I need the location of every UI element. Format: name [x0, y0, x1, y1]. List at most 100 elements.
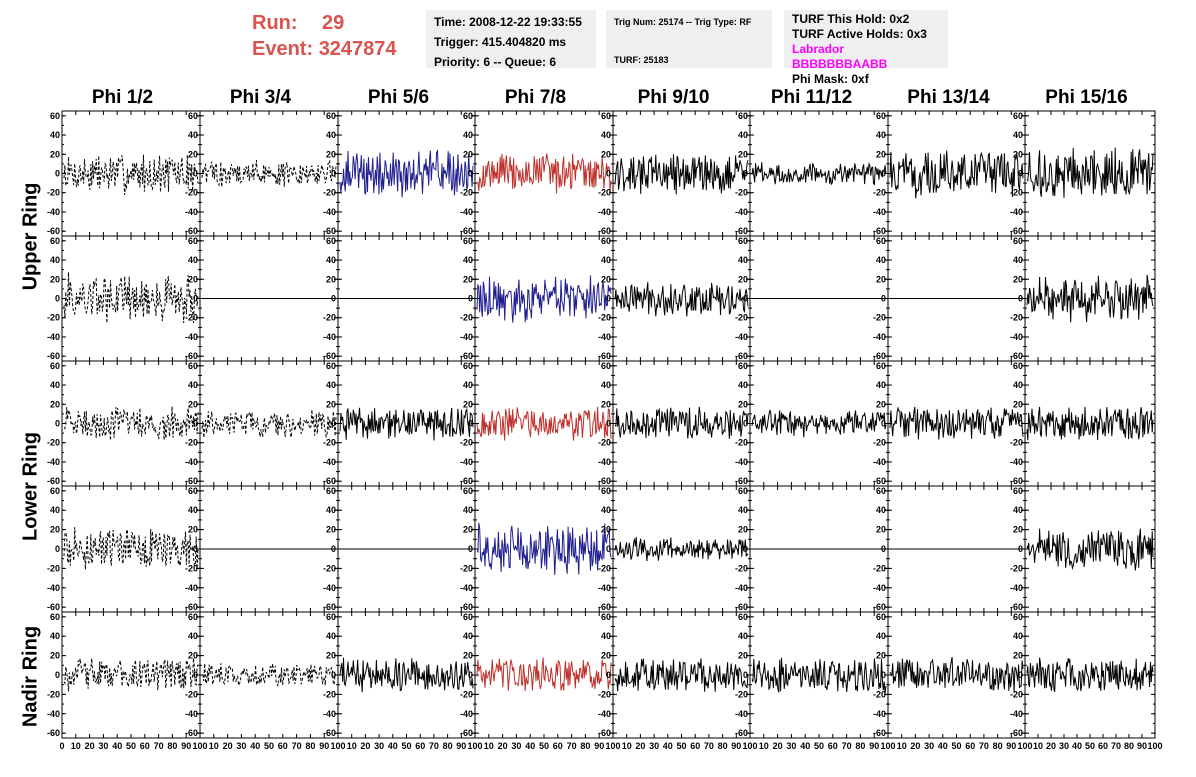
y-tick-label: 0 [55, 419, 60, 429]
x-tick-label: 50 [676, 741, 686, 751]
waveform-panel: -60 -40 -20 0 20 40 60 [460, 360, 614, 487]
waveform-trace [476, 275, 612, 323]
x-tick-label: 60 [553, 741, 563, 751]
y-tick-label: 20 [876, 651, 886, 661]
column-header: Phi 13/14 [907, 87, 990, 108]
x-tick-label: 90 [1006, 741, 1016, 751]
x-tick-label: 80 [443, 741, 453, 751]
y-tick-label: 20 [1013, 274, 1023, 284]
y-tick-label: 60 [1013, 236, 1023, 246]
y-tick-label: -20 [735, 438, 748, 448]
x-tick-label: 30 [1059, 741, 1069, 751]
waveform-trace [63, 527, 199, 570]
y-tick-label: 20 [463, 274, 473, 284]
y-tick-label: 60 [876, 236, 886, 246]
x-tick-label: 100 [880, 741, 895, 751]
waveform-trace [476, 657, 612, 691]
y-tick-label: -40 [323, 332, 336, 342]
y-tick-label: 20 [1013, 149, 1023, 159]
x-tick-label: 50 [1085, 741, 1095, 751]
y-tick-label: -20 [460, 438, 473, 448]
y-tick-label: -60 [47, 728, 60, 738]
run-value: 29 [322, 12, 345, 34]
waveform-trace [751, 161, 887, 186]
y-tick-label: 40 [188, 505, 198, 515]
y-tick-label: 60 [463, 486, 473, 496]
x-tick-label: 70 [1111, 741, 1121, 751]
y-tick-label: 60 [1013, 361, 1023, 371]
y-tick-label: 40 [188, 380, 198, 390]
y-tick-label: 0 [881, 670, 886, 680]
y-tick-label: 20 [601, 274, 611, 284]
y-tick-label: 0 [331, 670, 336, 680]
y-tick-label: 20 [50, 399, 60, 409]
y-tick-label: 60 [326, 236, 336, 246]
y-tick-label: 20 [1013, 399, 1023, 409]
y-tick-label: 40 [601, 255, 611, 265]
x-tick-label: 20 [498, 741, 508, 751]
waveform-panel: -60 -40 -20 0 20 40 60 [1010, 110, 1156, 237]
x-tick-label: 50 [814, 741, 824, 751]
y-tick-label: 0 [881, 544, 886, 554]
x-tick-label: 100 [1147, 741, 1162, 751]
y-tick-label: -40 [1010, 457, 1023, 467]
x-tick-label: 50 [126, 741, 136, 751]
y-tick-label: 40 [326, 130, 336, 140]
y-tick-label: 60 [326, 111, 336, 121]
waveform-trace [1026, 274, 1154, 323]
y-tick-label: -40 [460, 457, 473, 467]
y-tick-label: -20 [323, 313, 336, 323]
y-tick-label: 0 [468, 169, 473, 179]
y-tick-label: -60 [598, 602, 611, 612]
y-tick-label: 40 [463, 631, 473, 641]
y-tick-label: -20 [185, 689, 198, 699]
y-tick-label: -60 [873, 476, 886, 486]
x-tick-label: 20 [1046, 741, 1056, 751]
x-tick-label: 60 [278, 741, 288, 751]
y-tick-label: 0 [55, 169, 60, 179]
y-tick-label: -60 [598, 351, 611, 361]
y-tick-label: -60 [873, 226, 886, 236]
waveform-trace [476, 522, 612, 575]
y-tick-label: -40 [735, 583, 748, 593]
y-tick-label: 20 [1013, 651, 1023, 661]
y-tick-label: 40 [601, 130, 611, 140]
y-tick-label: 0 [55, 294, 60, 304]
x-tick-label: 70 [842, 741, 852, 751]
waveform-trace [889, 150, 1024, 199]
y-tick-label: -40 [873, 583, 886, 593]
y-tick-label: 40 [1013, 631, 1023, 641]
y-tick-label: -20 [185, 188, 198, 198]
y-tick-label: -60 [598, 728, 611, 738]
y-tick-label: -20 [735, 313, 748, 323]
y-tick-label: -20 [1010, 313, 1023, 323]
waveform-panel: -60 -40 -20 0 20 40 60 [735, 110, 889, 237]
y-tick-label: -40 [323, 709, 336, 719]
y-tick-label: 0 [743, 169, 748, 179]
waveform-panel: -60 -40 -20 0 20 40 60 [185, 235, 339, 362]
y-tick-label: -60 [460, 476, 473, 486]
x-tick-label: 60 [828, 741, 838, 751]
y-tick-label: 40 [738, 380, 748, 390]
trigger-text: Trigger: 415.404820 ms [434, 35, 567, 49]
y-tick-label: 20 [738, 274, 748, 284]
y-tick-label: 60 [463, 612, 473, 622]
y-tick-label: 20 [601, 149, 611, 159]
y-tick-label: 60 [1013, 111, 1023, 121]
y-tick-label: 0 [1018, 670, 1023, 680]
y-tick-label: -60 [873, 602, 886, 612]
x-tick-label: 80 [993, 741, 1003, 751]
y-tick-label: -20 [460, 689, 473, 699]
y-tick-label: 60 [50, 111, 60, 121]
y-tick-label: -60 [460, 226, 473, 236]
x-tick-label: 80 [580, 741, 590, 751]
y-tick-label: 20 [188, 149, 198, 159]
y-tick-label: -60 [47, 226, 60, 236]
y-tick-label: 40 [463, 255, 473, 265]
y-tick-label: 20 [50, 525, 60, 535]
waveform-panel: -60 -40 -20 0 20 40 60 [598, 235, 751, 362]
y-tick-label: 20 [326, 149, 336, 159]
y-tick-label: 60 [876, 111, 886, 121]
